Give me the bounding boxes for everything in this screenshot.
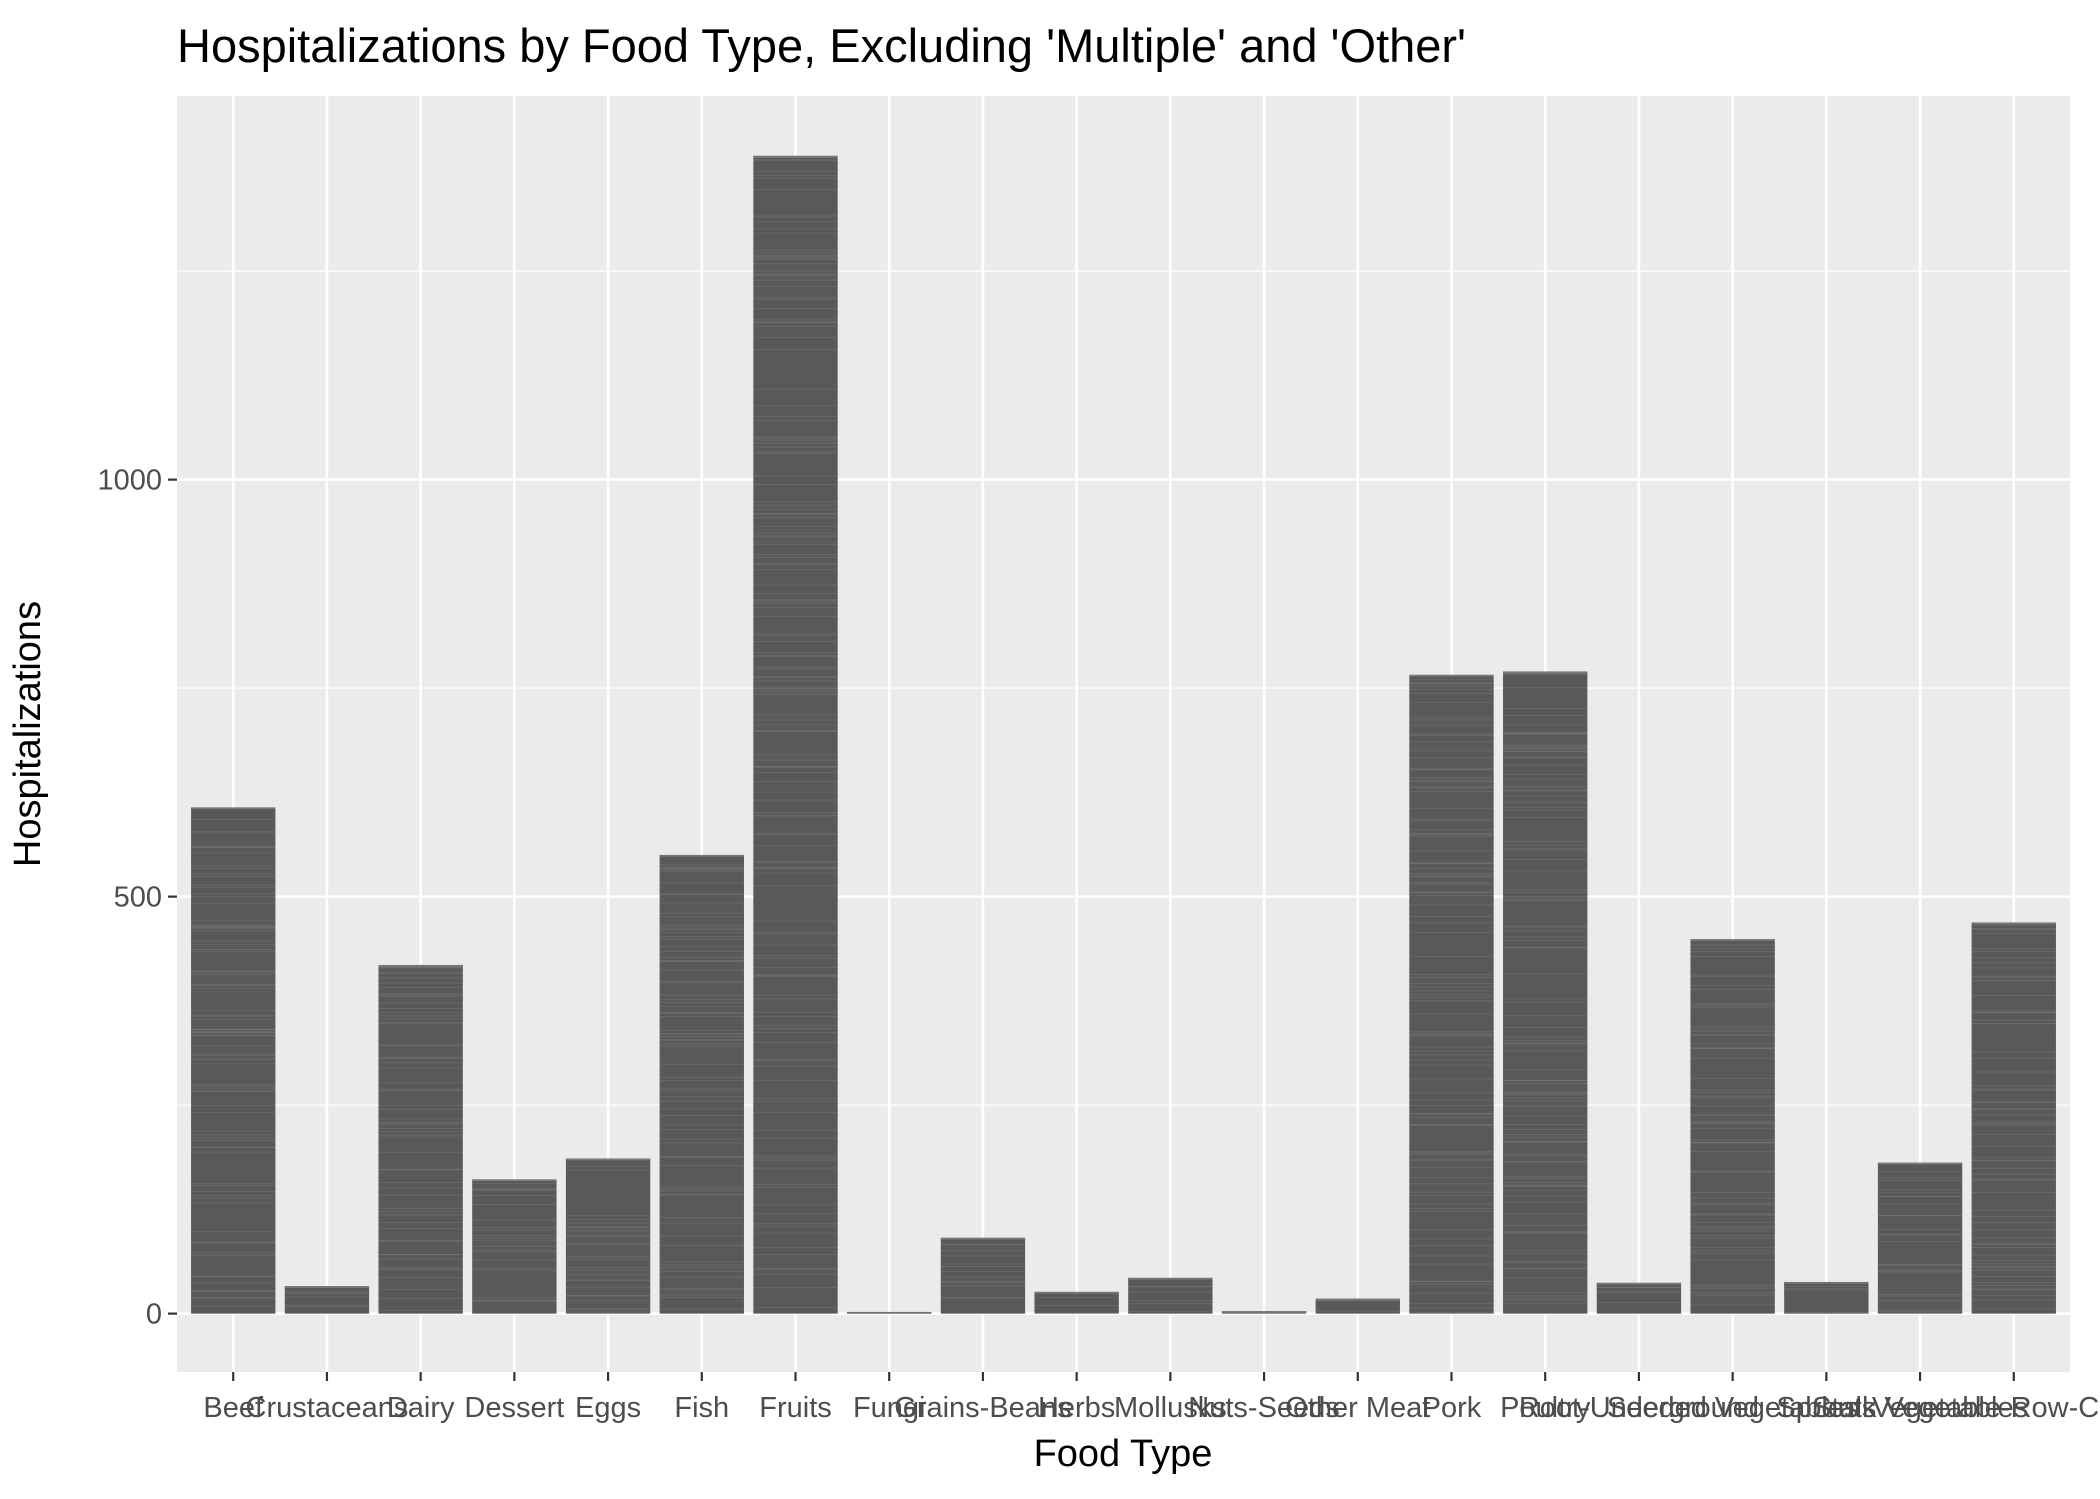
y-axis-title: Hospitalizations (7, 601, 49, 867)
bar-beef (191, 807, 276, 1314)
bar (1503, 671, 1588, 1314)
y-tick-label: 0 (146, 1299, 162, 1331)
bar-seeded-vegetables (1690, 939, 1775, 1314)
bar (1409, 674, 1494, 1314)
bar (191, 807, 276, 1314)
bar-fish (659, 854, 744, 1314)
bars (191, 155, 2056, 1314)
bar-dairy (378, 964, 463, 1314)
bar-eggs (565, 1158, 651, 1314)
x-tick-label: Beef (203, 1392, 264, 1424)
x-tick-label: Sprouts (1776, 1392, 1876, 1424)
x-tick-label: Fish (674, 1392, 729, 1424)
bar-nuts-seeds (1221, 1311, 1307, 1314)
x-tick-label: Poultry (1500, 1392, 1591, 1424)
y-tick-label: 1000 (97, 465, 162, 497)
x-tick-label: Dairy (387, 1392, 455, 1424)
bar (378, 965, 463, 1314)
x-tick-label: Eggs (575, 1392, 641, 1424)
bar (1034, 1291, 1119, 1314)
bar (753, 156, 838, 1314)
bar-grains-beans (940, 1237, 1026, 1314)
y-axis: 0 500 1000 (97, 465, 177, 1331)
bar (1971, 922, 2056, 1314)
chart-title: Hospitalizations by Food Type, Excluding… (177, 19, 1466, 72)
x-tick-label: Vegetable-Row-Crops (1872, 1392, 2100, 1424)
bar-fruits (753, 155, 838, 1314)
x-tick-label: Other Meat (1285, 1392, 1430, 1424)
bar-pork (1409, 674, 1494, 1314)
bar (659, 854, 744, 1314)
x-tick-label: Stalk Vegetables (1812, 1392, 2028, 1424)
x-tick-label: Herbs (1038, 1392, 1115, 1424)
bar-dessert (472, 1179, 557, 1314)
bar-sprouts (1784, 1281, 1869, 1314)
bar-fungi (847, 1311, 932, 1314)
bar-mollusks (1128, 1277, 1213, 1314)
bar-herbs (1034, 1291, 1119, 1314)
bar (1690, 939, 1775, 1314)
x-tick-label: Dessert (464, 1392, 564, 1424)
bar (1128, 1277, 1213, 1314)
bar (940, 1237, 1026, 1314)
x-tick-label: Mollusks (1114, 1392, 1227, 1424)
bar-other-meat (1315, 1298, 1400, 1314)
x-axis-title: Food Type (1034, 1433, 1213, 1475)
x-tick-label: Fungi (853, 1392, 926, 1424)
x-tick-label: Fruits (759, 1392, 832, 1424)
bar (284, 1286, 370, 1314)
bar-root-underground (1596, 1282, 1682, 1314)
bar (1877, 1162, 1963, 1314)
x-tick-label: Grains-Beans (894, 1392, 1071, 1424)
x-tick-label: Crustaceans (246, 1392, 409, 1424)
y-tick-label: 500 (114, 882, 162, 914)
bar-poultry (1503, 671, 1588, 1314)
x-tick-label: Seeded Vegetables (1607, 1392, 1859, 1424)
bar-crustaceans (284, 1286, 370, 1314)
bar-stalk-vegetables (1877, 1162, 1963, 1314)
x-tick-label: Nuts-Seeds (1188, 1392, 1340, 1424)
x-tick-label: Root-Underground (1519, 1392, 1759, 1424)
bar-vegetable-row-crops (1971, 922, 2056, 1314)
bar (1315, 1298, 1400, 1314)
x-tick-label: Pork (1422, 1392, 1482, 1424)
bar (1784, 1281, 1869, 1314)
